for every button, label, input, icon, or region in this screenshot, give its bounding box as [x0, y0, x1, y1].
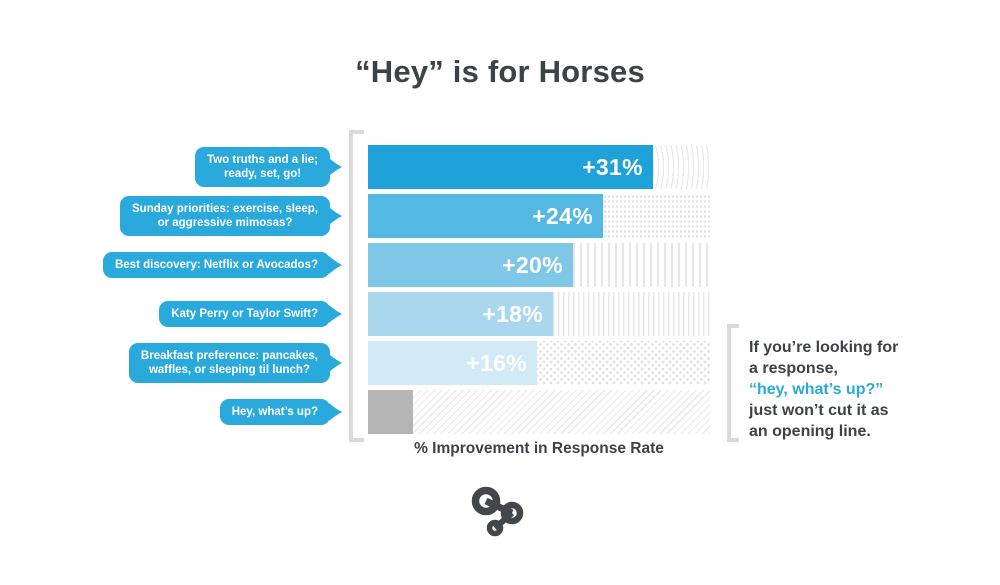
- bar-value-label: +18%: [482, 300, 544, 327]
- texture-dots: [602, 194, 710, 238]
- bubble-tail-icon: [329, 354, 342, 372]
- bubble-cell: Katy Perry or Taylor Swift?: [0, 301, 345, 327]
- chart-row: Sunday priorities: exercise, sleep, or a…: [0, 194, 710, 238]
- texture-stripes-wide: [572, 243, 710, 287]
- note-line: If you’re looking for: [749, 339, 899, 356]
- bubble-cell: Best discovery: Netflix or Avocados?: [0, 252, 345, 278]
- chart-row: Hey, what’s up?: [0, 390, 710, 434]
- bar-+31%: +31%: [368, 145, 653, 189]
- annotation-note: If you’re looking for a response, “hey, …: [749, 337, 969, 442]
- texture-diamonds: [536, 341, 710, 385]
- bar-+24%: +24%: [368, 194, 603, 238]
- bar-track: [368, 390, 710, 434]
- chart-row: Two truths and a lie; ready, set, go! +31…: [0, 145, 710, 189]
- bar-value-label: +20%: [502, 251, 563, 278]
- bar-+20%: +20%: [368, 243, 573, 287]
- chart-title: “Hey” is for Horses: [355, 54, 645, 89]
- texture-waves: [652, 145, 710, 189]
- bar-track: +16%: [368, 341, 710, 385]
- note-highlight: “hey, what’s up?”: [749, 381, 884, 398]
- note-line: an opening line.: [749, 423, 871, 440]
- bubble-tail-icon: [329, 207, 342, 225]
- hinge-logo-icon: [471, 486, 524, 537]
- bubble-tail-icon: [329, 305, 342, 323]
- bubble-cell: Breakfast preference: pancakes, waffles,…: [0, 343, 345, 383]
- x-axis-label: % Improvement in Response Rate: [414, 440, 664, 457]
- bubble-cell: Sunday priorities: exercise, sleep, or a…: [0, 196, 345, 236]
- chart-rows: Two truths and a lie; ready, set, go! +31…: [0, 145, 710, 434]
- question-bubble: Breakfast preference: pancakes, waffles,…: [128, 343, 342, 383]
- bubble-tail-icon: [329, 403, 342, 421]
- texture-diagonal: [413, 390, 710, 434]
- bar-value-label: +31%: [582, 153, 643, 180]
- bar-track: +31%: [368, 145, 710, 189]
- bubble-tail-icon: [329, 158, 342, 176]
- texture-stripes-thin: [553, 292, 710, 336]
- bubble-cell: Hey, what’s up?: [0, 399, 345, 425]
- bar-+16%: +16%: [368, 341, 537, 385]
- question-bubble: Katy Perry or Taylor Swift?: [159, 301, 342, 327]
- question-bubble: Hey, what’s up?: [219, 399, 342, 425]
- question-bubble: Best discovery: Netflix or Avocados?: [102, 252, 342, 278]
- chart-row: Best discovery: Netflix or Avocados? +20%: [0, 243, 710, 287]
- chart-row: Breakfast preference: pancakes, waffles,…: [0, 341, 710, 385]
- question-bubble: Two truths and a lie; ready, set, go!: [195, 147, 342, 187]
- note-line: a response,: [749, 360, 838, 377]
- bar-track: +24%: [368, 194, 710, 238]
- chart-row: Katy Perry or Taylor Swift? +18%: [0, 292, 710, 336]
- bubble-cell: Two truths and a lie; ready, set, go!: [0, 147, 345, 187]
- bar-track: +18%: [368, 292, 710, 336]
- bar-value-label: +16%: [466, 349, 527, 376]
- question-bubble: Sunday priorities: exercise, sleep, or a…: [120, 196, 342, 236]
- bubble-tail-icon: [329, 256, 342, 274]
- bar-chart: Two truths and a lie; ready, set, go! +31…: [0, 145, 710, 439]
- bar-track: +20%: [368, 243, 710, 287]
- chart-left-bracket: [349, 130, 364, 442]
- bar-value-label: +24%: [532, 202, 593, 229]
- note-line: just won’t cut it as: [749, 402, 889, 419]
- note-left-bracket: [727, 324, 739, 442]
- bar-+18%: +18%: [368, 292, 554, 336]
- bar-baseline: [368, 390, 414, 434]
